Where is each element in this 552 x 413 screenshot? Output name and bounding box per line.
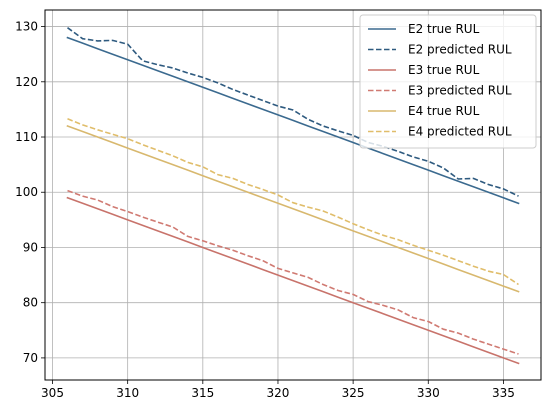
series-line-2 <box>67 27 519 197</box>
legend-label-3: E3 true RUL <box>408 63 480 77</box>
y-tick-label: 100 <box>15 185 38 199</box>
y-tick-label: 70 <box>23 351 38 365</box>
y-tick-label: 120 <box>15 75 38 89</box>
x-tick-label: 330 <box>417 386 440 400</box>
series-line-1 <box>66 36 520 205</box>
series-line-3 <box>66 196 520 365</box>
legend-label-6: E4 predicted RUL <box>408 125 512 139</box>
x-tick-label: 335 <box>492 386 515 400</box>
legend-box <box>359 14 537 149</box>
y-tick-label: 90 <box>23 240 38 254</box>
legend-label-1: E2 true RUL <box>408 22 480 36</box>
y-tick-label: 130 <box>15 20 38 34</box>
series-line-5 <box>66 124 520 293</box>
plot-frame <box>44 9 542 381</box>
legend-label-4: E3 predicted RUL <box>408 84 512 98</box>
series-line-4 <box>67 189 519 355</box>
legend-label-5: E4 true RUL <box>408 104 480 118</box>
y-tick-label: 110 <box>15 130 38 144</box>
y-tick-label: 80 <box>23 296 38 310</box>
x-tick-label: 320 <box>267 386 290 400</box>
series-line-6 <box>67 118 519 286</box>
axis-ticks: 305 310 315 320 325 330 335 70 80 90 100 110 120 130 <box>15 20 515 400</box>
legend: E2 true RUL E2 predicted RUL E3 true RUL E3… <box>359 14 537 149</box>
x-tick-label: 325 <box>342 386 365 400</box>
series-lines <box>66 27 520 365</box>
legend-label-2: E2 predicted RUL <box>408 43 512 57</box>
x-tick-label: 315 <box>191 386 214 400</box>
x-tick-label: 305 <box>41 386 64 400</box>
x-tick-label: 310 <box>116 386 139 400</box>
